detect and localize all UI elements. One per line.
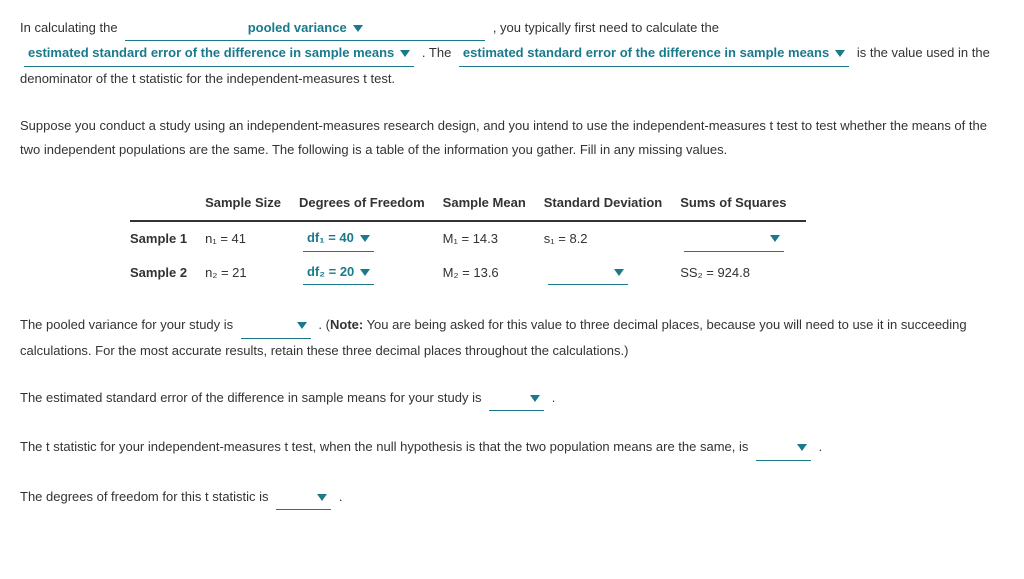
chevron-down-icon (797, 444, 807, 451)
chevron-down-icon (614, 269, 624, 276)
paragraph-2: Suppose you conduct a study using an ind… (20, 114, 1004, 161)
text: The t statistic for your independent-mea… (20, 439, 748, 454)
chevron-down-icon (317, 494, 327, 501)
dropdown-se-value[interactable] (489, 386, 544, 411)
table-row: Sample 1 n₁ = 41 df₁ = 40 M₁ = 14.3 s₁ =… (130, 221, 806, 255)
cell-size: n₁ = 41 (205, 221, 299, 255)
dropdown-label: pooled variance (248, 20, 347, 35)
dropdown-sd2[interactable] (548, 260, 628, 285)
text: . (552, 390, 556, 405)
dropdown-df-value[interactable] (276, 485, 331, 510)
dropdown-estimated-se-2[interactable]: estimated standard error of the differen… (459, 41, 849, 66)
dropdown-t-stat-value[interactable] (756, 435, 811, 460)
dropdown-label: df₁ = 40 (307, 230, 354, 245)
chevron-down-icon (835, 50, 845, 57)
table-header: Sums of Squares (680, 185, 806, 221)
chevron-down-icon (297, 322, 307, 329)
dropdown-df1[interactable]: df₁ = 40 (303, 226, 374, 251)
cell-size: n₂ = 21 (205, 256, 299, 289)
cell-ss: SS₂ = 924.8 (680, 256, 806, 289)
cell-mean: M₂ = 13.6 (443, 256, 544, 289)
note-label: Note: (330, 317, 363, 332)
row-label: Sample 1 (130, 221, 205, 255)
dropdown-label: estimated standard error of the differen… (28, 45, 394, 60)
dropdown-pooled-variance[interactable]: pooled variance (125, 16, 485, 41)
text: . (819, 439, 823, 454)
paragraph-5: The t statistic for your independent-mea… (20, 435, 1004, 460)
table-header: Sample Mean (443, 185, 544, 221)
table-header-row: Sample Size Degrees of Freedom Sample Me… (130, 185, 806, 221)
dropdown-label: df₂ = 20 (307, 264, 354, 279)
text: . The (422, 45, 451, 60)
paragraph-1: In calculating the pooled variance , you… (20, 16, 1004, 90)
table-header: Degrees of Freedom (299, 185, 443, 221)
chevron-down-icon (360, 235, 370, 242)
cell-sd (544, 256, 680, 289)
text: . ( (318, 317, 330, 332)
cell-mean: M₁ = 14.3 (443, 221, 544, 255)
chevron-down-icon (400, 50, 410, 57)
text: . (339, 489, 343, 504)
table-header: Standard Deviation (544, 185, 680, 221)
cell-sd: s₁ = 8.2 (544, 221, 680, 255)
text: The pooled variance for your study is (20, 317, 233, 332)
text: The estimated standard error of the diff… (20, 390, 482, 405)
table-header-blank (130, 185, 205, 221)
paragraph-4: The estimated standard error of the diff… (20, 386, 1004, 411)
chevron-down-icon (770, 235, 780, 242)
cell-ss (680, 221, 806, 255)
dropdown-ss1[interactable] (684, 226, 784, 251)
text: The degrees of freedom for this t statis… (20, 489, 269, 504)
row-label: Sample 2 (130, 256, 205, 289)
dropdown-estimated-se-1[interactable]: estimated standard error of the differen… (24, 41, 414, 66)
chevron-down-icon (530, 395, 540, 402)
text: , you typically first need to calculate … (493, 20, 719, 35)
dropdown-pooled-variance-value[interactable] (241, 313, 311, 338)
paragraph-3: The pooled variance for your study is . … (20, 313, 1004, 362)
cell-df: df₁ = 40 (299, 221, 443, 255)
dropdown-label: estimated standard error of the differen… (463, 45, 829, 60)
chevron-down-icon (360, 269, 370, 276)
paragraph-6: The degrees of freedom for this t statis… (20, 485, 1004, 510)
data-table: Sample Size Degrees of Freedom Sample Me… (130, 185, 806, 289)
chevron-down-icon (353, 25, 363, 32)
cell-df: df₂ = 20 (299, 256, 443, 289)
table-header: Sample Size (205, 185, 299, 221)
text: In calculating the (20, 20, 118, 35)
table-row: Sample 2 n₂ = 21 df₂ = 20 M₂ = 13.6 SS₂ … (130, 256, 806, 289)
dropdown-df2[interactable]: df₂ = 20 (303, 260, 374, 285)
